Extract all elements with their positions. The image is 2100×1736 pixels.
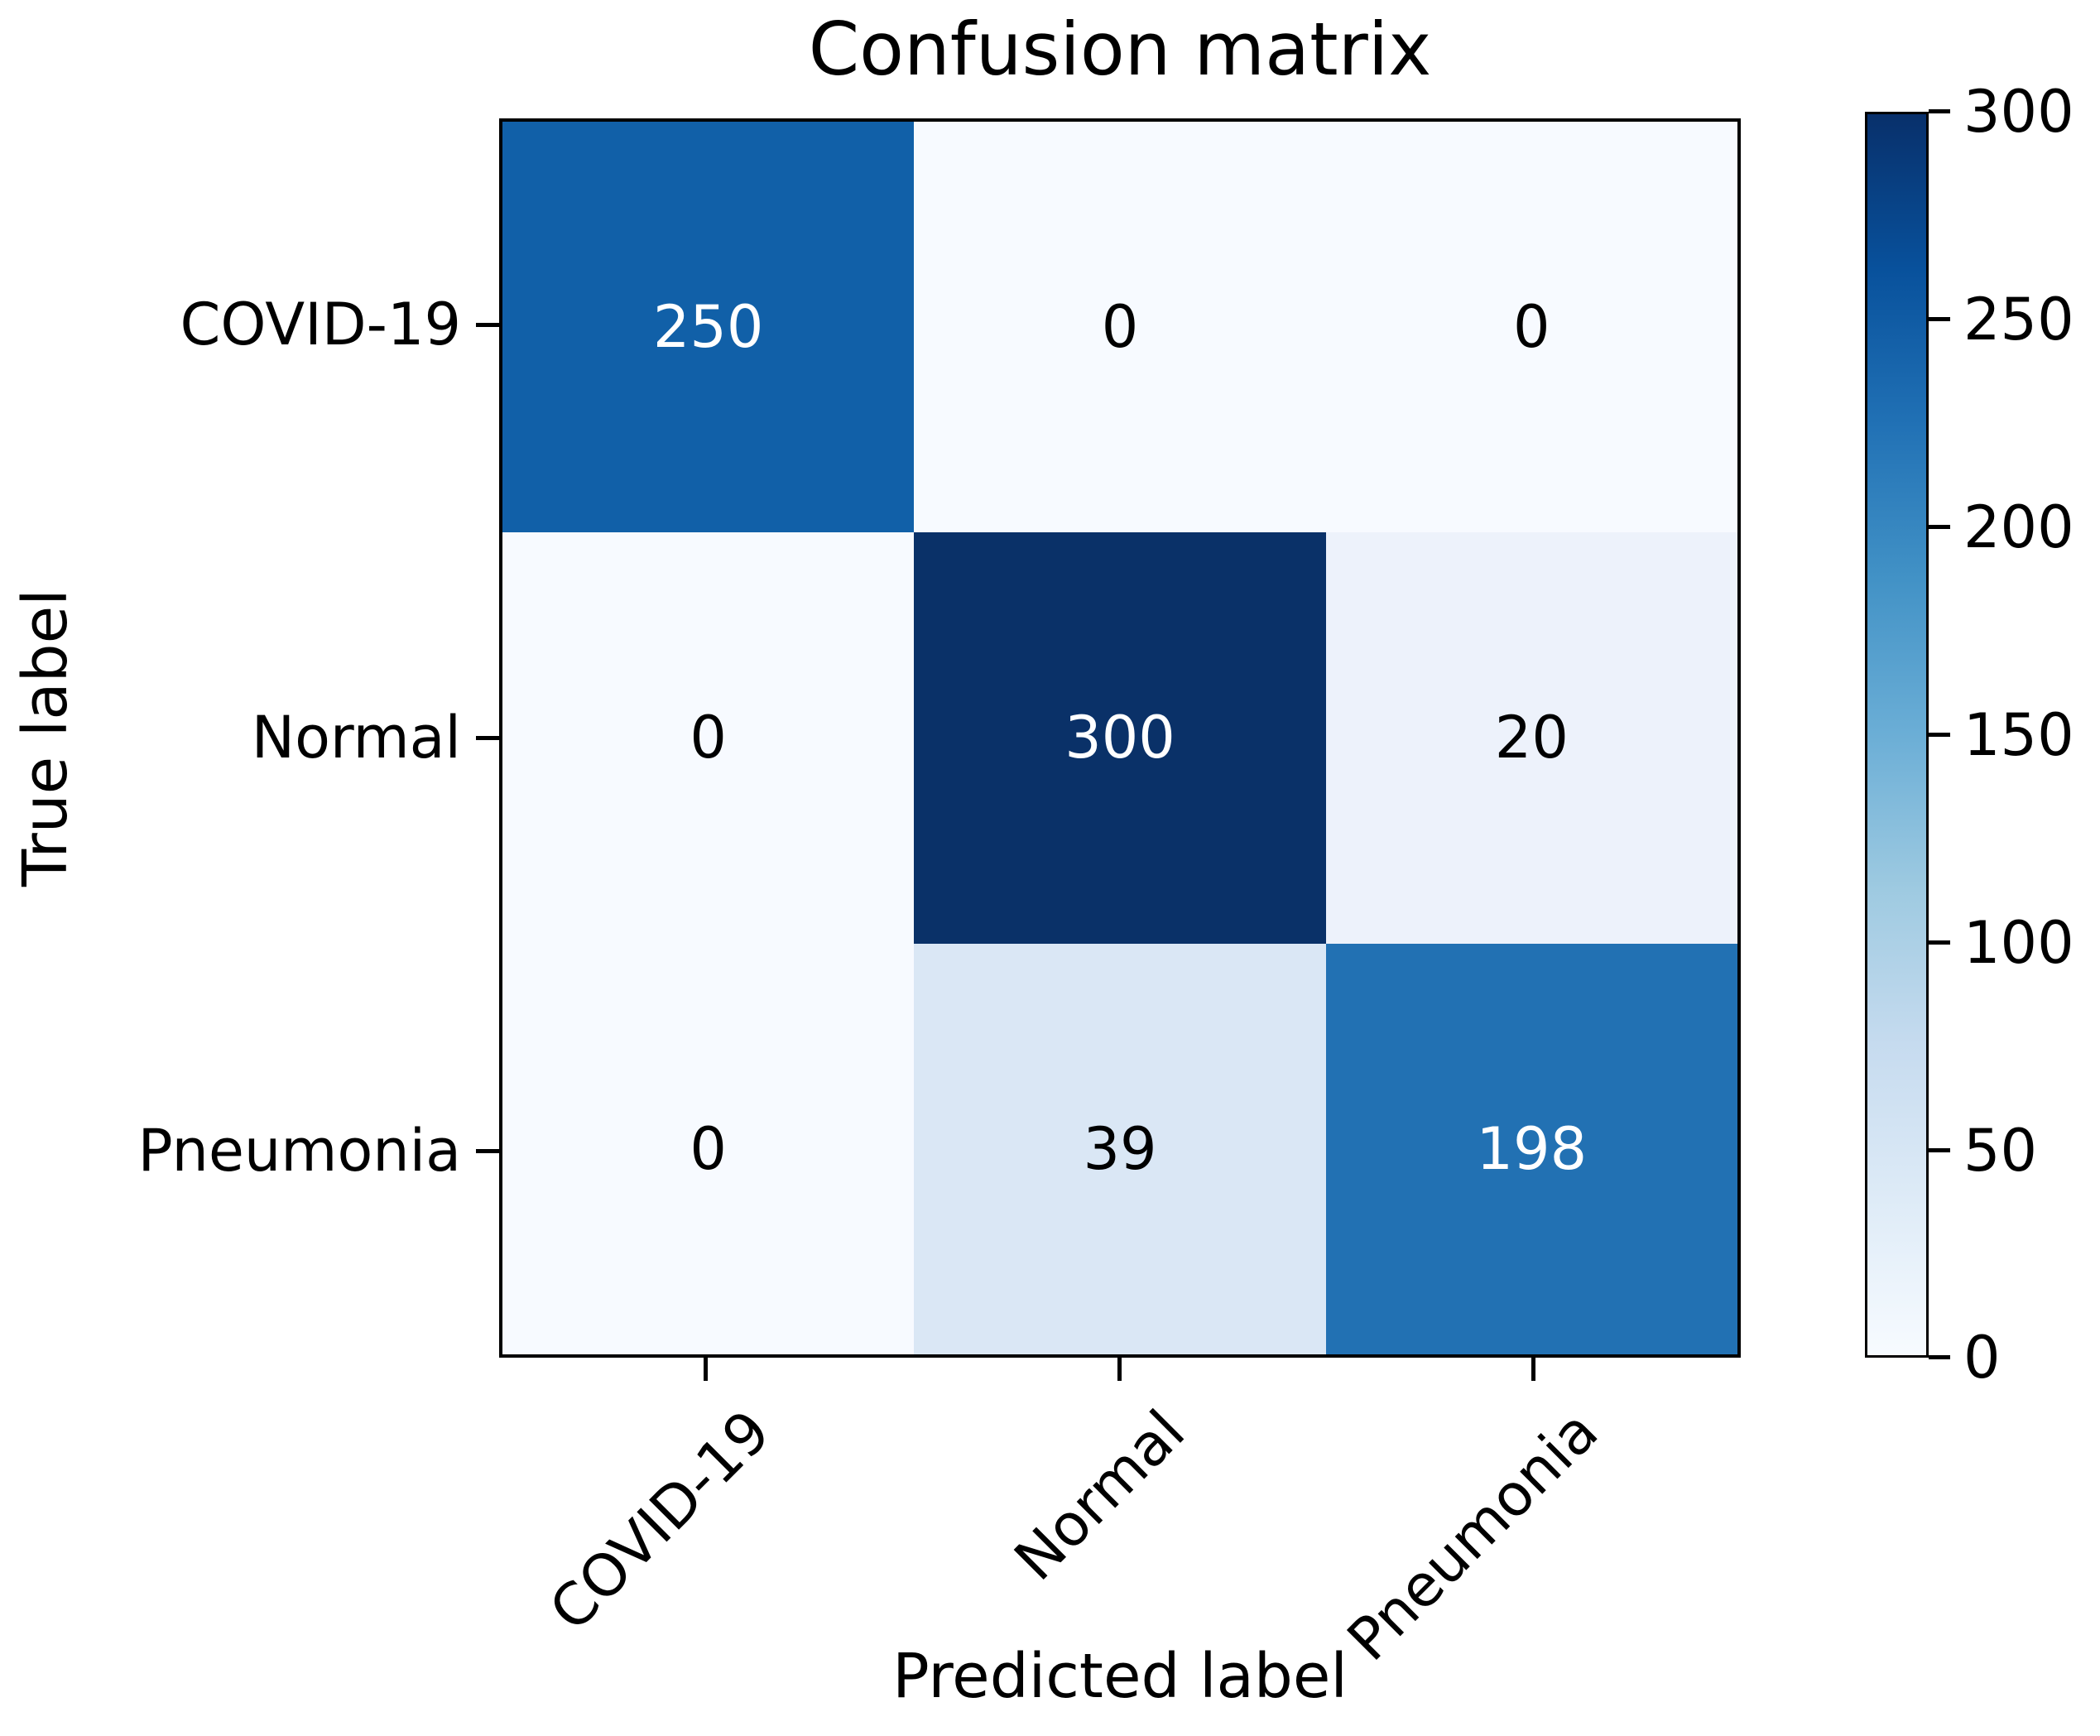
colorbar-tick-mark bbox=[1929, 317, 1950, 321]
chart-title: Confusion matrix bbox=[808, 7, 1432, 92]
matrix-cell-r0c1: 0 bbox=[914, 122, 1326, 533]
x-tick-label-pneumonia: Pneumonia bbox=[1334, 1397, 1612, 1674]
x-tick-label-normal: Normal bbox=[1001, 1397, 1198, 1594]
matrix-cell-r1c1: 300 bbox=[914, 532, 1326, 944]
matrix-cell-r0c0: 250 bbox=[502, 122, 915, 533]
matrix-cell-r1c2: 20 bbox=[1325, 532, 1737, 944]
y-tick-mark bbox=[476, 323, 499, 327]
colorbar-tick-mark bbox=[1929, 1148, 1950, 1152]
colorbar-tick-mark bbox=[1929, 940, 1950, 945]
colorbar-tick-label-50: 50 bbox=[1963, 1117, 2038, 1185]
matrix-cell-r2c0: 0 bbox=[502, 943, 915, 1354]
colorbar-tick-label-150: 150 bbox=[1963, 701, 2074, 769]
x-tick-mark bbox=[704, 1358, 708, 1381]
confusion-matrix-heatmap: 250 0 0 0 300 20 0 39 198 bbox=[499, 118, 1741, 1358]
matrix-cell-r2c1: 39 bbox=[914, 943, 1326, 1354]
y-tick-label-covid19: COVID-19 bbox=[180, 291, 461, 358]
colorbar-tick-label-100: 100 bbox=[1963, 909, 2074, 977]
y-tick-mark bbox=[476, 736, 499, 740]
matrix-cell-r2c2: 198 bbox=[1325, 943, 1737, 1354]
x-tick-label-covid19: COVID-19 bbox=[536, 1397, 784, 1644]
x-axis-label: Predicted label bbox=[892, 1641, 1348, 1712]
y-tick-mark bbox=[476, 1149, 499, 1153]
matrix-cell-r1c0: 0 bbox=[502, 532, 915, 944]
colorbar-tick-mark bbox=[1929, 525, 1950, 529]
colorbar-tick-label-0: 0 bbox=[1963, 1324, 2001, 1392]
y-tick-label-pneumonia: Pneumonia bbox=[137, 1117, 461, 1185]
colorbar bbox=[1865, 112, 1929, 1358]
x-tick-mark bbox=[1117, 1358, 1122, 1381]
colorbar-tick-label-200: 200 bbox=[1963, 493, 2074, 561]
colorbar-tick-mark bbox=[1929, 1355, 1950, 1359]
colorbar-tick-mark bbox=[1929, 109, 1950, 113]
y-axis-label: True label bbox=[10, 589, 81, 887]
colorbar-tick-label-250: 250 bbox=[1963, 286, 2074, 353]
x-tick-mark bbox=[1531, 1358, 1535, 1381]
colorbar-tick-label-300: 300 bbox=[1963, 78, 2074, 146]
colorbar-tick-mark bbox=[1929, 733, 1950, 737]
matrix-cell-r0c2: 0 bbox=[1325, 122, 1737, 533]
y-tick-label-normal: Normal bbox=[251, 704, 461, 772]
